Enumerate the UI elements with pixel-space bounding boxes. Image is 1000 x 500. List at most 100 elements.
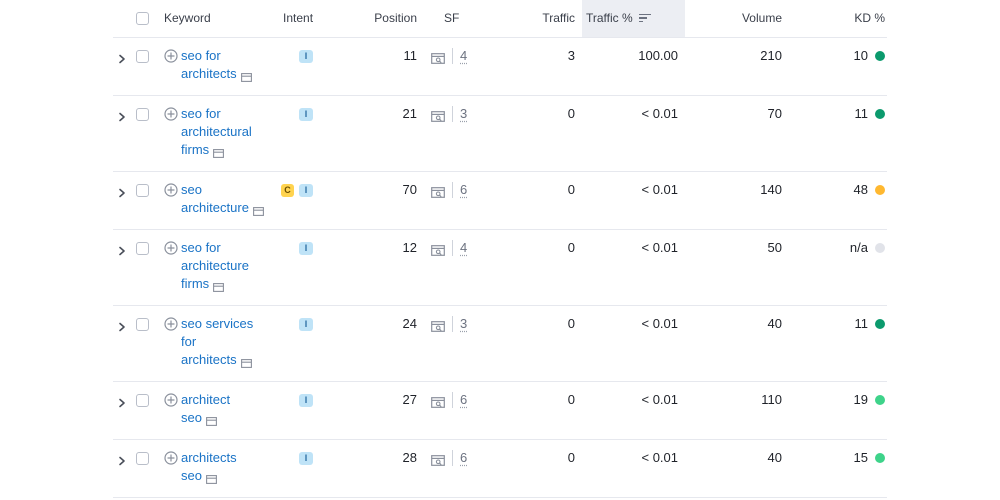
serp-snapshot-icon[interactable]: [431, 243, 445, 256]
keyword-text-line: architecture: [181, 258, 249, 273]
row-checkbox[interactable]: [136, 184, 149, 197]
chevron-right-icon[interactable]: [117, 453, 127, 466]
serp-features-count[interactable]: 4: [460, 48, 468, 63]
keyword-link[interactable]: seo architecture: [181, 181, 281, 217]
position-value: 24: [402, 316, 417, 331]
keyword-link[interactable]: architects seo: [181, 449, 281, 485]
serp-features-count[interactable]: 6: [460, 182, 468, 197]
kd-value: n/a: [849, 240, 868, 255]
volume-value: 40: [767, 316, 782, 331]
table-row: seo architecture C I 70 6 0 < 0.01 140 48: [113, 172, 887, 230]
row-checkbox[interactable]: [136, 452, 149, 465]
kd-difficulty-dot: [875, 453, 885, 463]
serp-features-cell: 3: [431, 315, 476, 333]
serp-preview-icon[interactable]: [213, 145, 225, 159]
serp-preview-icon[interactable]: [252, 203, 264, 217]
intent-informational-badge[interactable]: I: [299, 452, 313, 465]
serp-preview-icon[interactable]: [240, 69, 252, 83]
keyword-text-line: seo services: [181, 316, 254, 331]
volume-value: 40: [767, 450, 782, 465]
serp-features-count[interactable]: 3: [460, 106, 468, 121]
header-traffic[interactable]: Traffic: [542, 11, 575, 25]
serp-snapshot-icon[interactable]: [431, 109, 445, 122]
row-checkbox[interactable]: [136, 394, 149, 407]
intent-informational-badge[interactable]: I: [299, 50, 313, 63]
traffic-percent-value: < 0.01: [641, 392, 678, 407]
intent-commercial-badge[interactable]: C: [281, 184, 294, 197]
serp-features-count[interactable]: 4: [460, 240, 468, 255]
header-volume[interactable]: Volume: [741, 11, 782, 25]
serp-preview-icon[interactable]: [206, 413, 217, 427]
header-keyword[interactable]: Keyword: [164, 11, 211, 25]
table-row: architects seo I 28 6 0 < 0.01 40 15: [113, 440, 887, 498]
traffic-percent-value: < 0.01: [641, 106, 678, 121]
keyword-text-line: architect: [181, 392, 231, 407]
add-to-list-icon[interactable]: [164, 393, 178, 407]
keyword-link[interactable]: seo for architects: [181, 47, 281, 83]
kd-value: 15: [853, 450, 868, 465]
kd-value: 11: [854, 106, 869, 121]
serp-snapshot-icon[interactable]: [431, 395, 445, 408]
table-row: seo services for architects I 24 3 0 < 0.01 40 11: [113, 306, 887, 382]
chevron-right-icon[interactable]: [117, 319, 127, 332]
chevron-right-icon[interactable]: [117, 395, 127, 408]
keyword-link[interactable]: seo for architectural firms: [181, 105, 281, 159]
divider: [452, 106, 453, 122]
keyword-text-line: firms: [181, 275, 281, 293]
chevron-right-icon[interactable]: [117, 109, 127, 122]
serp-snapshot-icon[interactable]: [431, 185, 445, 198]
keyword-text-line: firms: [181, 141, 281, 159]
serp-features-count[interactable]: 6: [460, 392, 468, 407]
serp-snapshot-icon[interactable]: [431, 319, 445, 332]
row-checkbox[interactable]: [136, 108, 149, 121]
add-to-list-icon[interactable]: [164, 451, 178, 465]
serp-features-cell: 3: [431, 105, 476, 123]
keyword-link[interactable]: architect seo: [181, 391, 281, 427]
kd-difficulty-dot: [875, 185, 885, 195]
header-kd[interactable]: KD %: [854, 11, 885, 25]
serp-snapshot-icon[interactable]: [431, 453, 445, 466]
add-to-list-icon[interactable]: [164, 241, 178, 255]
keyword-link[interactable]: seo services for architects: [181, 315, 281, 369]
traffic-percent-value: < 0.01: [641, 316, 678, 331]
sort-descending-icon[interactable]: [638, 13, 651, 23]
serp-preview-icon[interactable]: [206, 471, 217, 485]
intent-informational-badge[interactable]: I: [299, 318, 313, 331]
add-to-list-icon[interactable]: [164, 317, 178, 331]
intent-informational-badge[interactable]: I: [299, 184, 313, 197]
divider: [452, 182, 453, 198]
keyword-text-line: seo for: [181, 240, 221, 255]
add-to-list-icon[interactable]: [164, 183, 178, 197]
add-to-list-icon[interactable]: [164, 107, 178, 121]
serp-features-count[interactable]: 3: [460, 316, 468, 331]
chevron-right-icon[interactable]: [117, 185, 127, 198]
keyword-link[interactable]: seo for architecture firms: [181, 239, 281, 293]
keyword-text-line: architecture: [181, 199, 281, 217]
row-checkbox[interactable]: [136, 50, 149, 63]
divider: [452, 450, 453, 466]
divider: [452, 48, 453, 64]
traffic-value: 0: [567, 392, 575, 407]
chevron-right-icon[interactable]: [117, 51, 127, 64]
header-traffic-percent[interactable]: Traffic %: [586, 0, 685, 37]
chevron-right-icon[interactable]: [117, 243, 127, 256]
add-to-list-icon[interactable]: [164, 49, 178, 63]
traffic-value: 0: [567, 106, 575, 121]
keyword-text-line: seo: [181, 409, 281, 427]
row-checkbox[interactable]: [136, 242, 149, 255]
intent-informational-badge[interactable]: I: [299, 242, 313, 255]
serp-preview-icon[interactable]: [240, 355, 252, 369]
header-sf[interactable]: SF: [444, 11, 460, 25]
serp-preview-icon[interactable]: [213, 279, 225, 293]
kd-value: 48: [853, 182, 868, 197]
select-all-checkbox[interactable]: [136, 12, 149, 25]
serp-snapshot-icon[interactable]: [431, 51, 445, 64]
volume-value: 210: [760, 48, 782, 63]
header-intent[interactable]: Intent: [283, 11, 314, 25]
header-position[interactable]: Position: [374, 11, 417, 25]
intent-informational-badge[interactable]: I: [299, 108, 313, 121]
kd-difficulty-dot: [875, 243, 885, 253]
intent-informational-badge[interactable]: I: [299, 394, 313, 407]
serp-features-count[interactable]: 6: [460, 450, 468, 465]
row-checkbox[interactable]: [136, 318, 149, 331]
